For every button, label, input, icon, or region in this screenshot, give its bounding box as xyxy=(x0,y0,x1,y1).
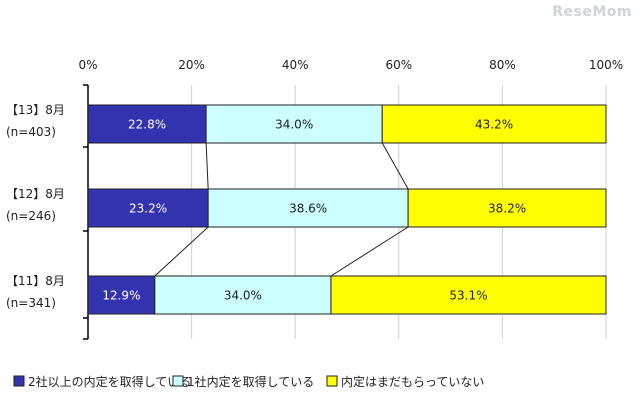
x-tick-label: 80% xyxy=(489,58,516,72)
category-n-label: (n=403) xyxy=(6,125,56,139)
category-n-label: (n=341) xyxy=(6,296,56,310)
bar-value-label: 23.2% xyxy=(129,202,167,216)
bar-segment xyxy=(407,188,607,228)
category-n-label: (n=246) xyxy=(6,209,56,223)
bar-segment xyxy=(381,104,607,144)
legend-swatch xyxy=(172,375,184,387)
category-label: 【13】8月 xyxy=(6,103,65,117)
category-label: 【12】8月 xyxy=(6,187,65,201)
bar-segment xyxy=(330,275,607,315)
bar-value-label: 34.0% xyxy=(224,289,262,303)
bar-segment xyxy=(87,104,207,144)
series-connector-line xyxy=(330,226,409,277)
bar-value-label: 43.2% xyxy=(475,118,513,132)
category-label: 【11】8月 xyxy=(6,274,65,288)
bar-segment xyxy=(87,275,156,315)
bar-segment xyxy=(87,188,209,228)
bar-segment xyxy=(205,104,383,144)
legend-label: 1社内定を取得している xyxy=(187,374,314,389)
x-tick-label: 60% xyxy=(385,58,412,72)
x-tick-label: 40% xyxy=(282,58,309,72)
bar-value-label: 22.8% xyxy=(128,118,166,132)
bar-segment xyxy=(154,275,332,315)
bar-value-label: 53.1% xyxy=(449,289,487,303)
series-connector-line xyxy=(205,142,209,190)
x-tick-label: 0% xyxy=(78,58,97,72)
legend-swatch xyxy=(326,375,338,387)
legend-swatch xyxy=(13,375,25,387)
bar-value-label: 34.0% xyxy=(275,118,313,132)
series-connector-line xyxy=(154,226,209,277)
series-connector-line xyxy=(381,142,409,190)
x-tick-label: 20% xyxy=(178,58,205,72)
legend-label: 内定はまだもらっていない xyxy=(341,374,484,389)
bar-value-label: 12.9% xyxy=(102,289,140,303)
bar-value-label: 38.6% xyxy=(289,202,327,216)
watermark: ReseMom xyxy=(552,4,632,20)
bar-value-label: 38.2% xyxy=(488,202,526,216)
legend-label: 2社以上の内定を取得している xyxy=(28,374,191,389)
x-tick-label: 100% xyxy=(589,58,623,72)
